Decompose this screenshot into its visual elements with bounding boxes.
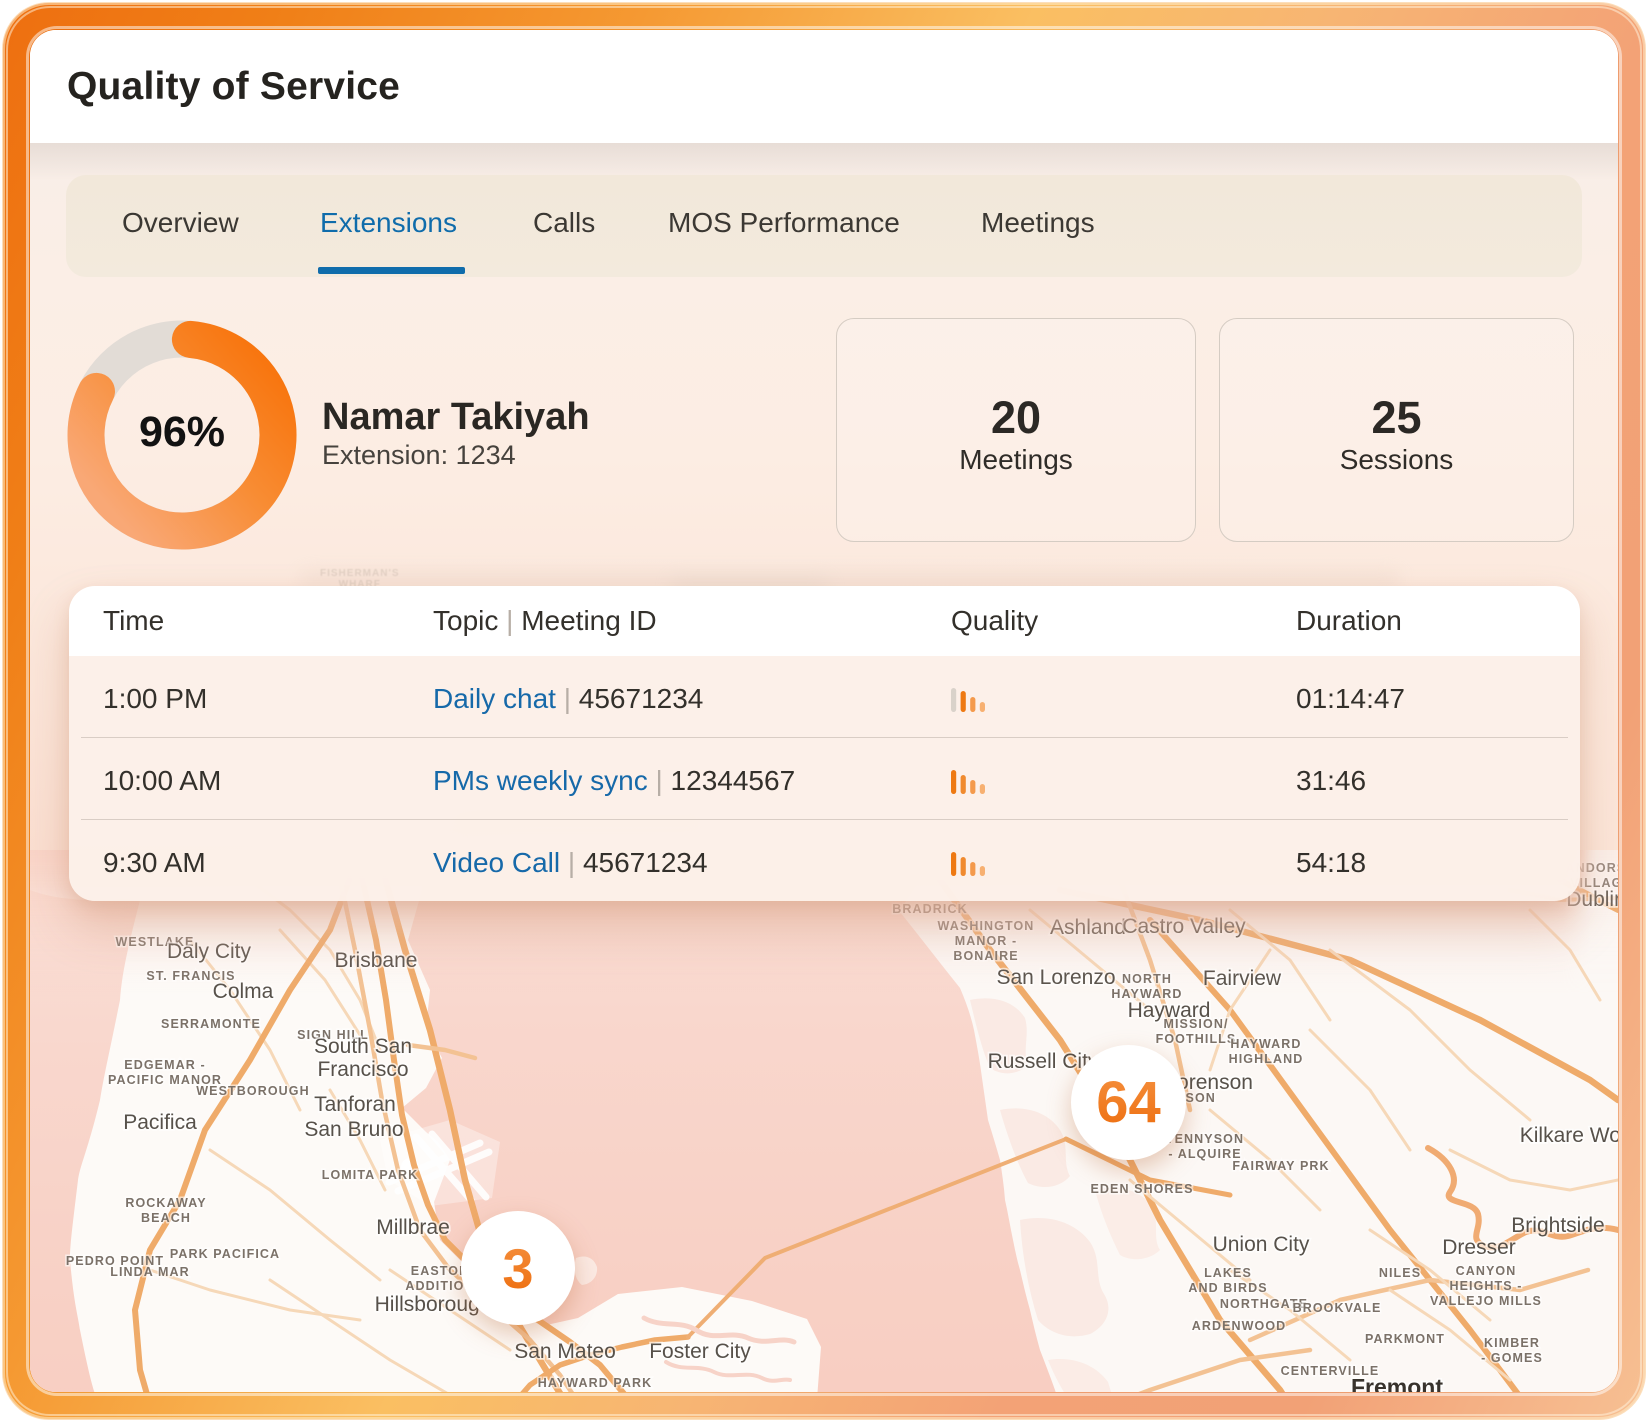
svg-text:FAIRWAY PRK: FAIRWAY PRK: [1232, 1159, 1329, 1173]
svg-text:EDGEMAR -: EDGEMAR -: [124, 1058, 205, 1072]
svg-text:Brightside: Brightside: [1511, 1214, 1604, 1237]
svg-text:NILES: NILES: [1379, 1266, 1421, 1280]
svg-text:ROCKAWAY: ROCKAWAY: [125, 1196, 206, 1210]
svg-text:Pacifica: Pacifica: [123, 1111, 197, 1134]
svg-text:TENNYSON: TENNYSON: [1166, 1132, 1244, 1146]
svg-text:WASHINGTON: WASHINGTON: [938, 919, 1035, 933]
svg-text:PARKMONT: PARKMONT: [1365, 1332, 1445, 1346]
svg-text:Fremont: Fremont: [1351, 1374, 1443, 1392]
svg-text:ARDENWOOD: ARDENWOOD: [1192, 1319, 1287, 1333]
svg-text:Kilkare Wood: Kilkare Wood: [1520, 1124, 1618, 1147]
svg-text:HAYWARD PARK: HAYWARD PARK: [538, 1376, 653, 1390]
svg-text:PARK PACIFICA: PARK PACIFICA: [170, 1247, 280, 1261]
svg-text:CANYON: CANYON: [1456, 1264, 1517, 1278]
svg-text:LOMITA PARK: LOMITA PARK: [322, 1168, 419, 1182]
svg-text:BONAIRE: BONAIRE: [953, 949, 1018, 963]
svg-text:BRADRICK: BRADRICK: [892, 902, 967, 916]
svg-text:MANOR -: MANOR -: [955, 934, 1018, 948]
svg-text:MISSION/: MISSION/: [1163, 1017, 1228, 1031]
svg-text:BROOKVALE: BROOKVALE: [1293, 1301, 1382, 1315]
svg-text:Tanforan: Tanforan: [314, 1093, 396, 1116]
svg-text:Millbrae: Millbrae: [376, 1216, 450, 1239]
svg-text:HAYWARD: HAYWARD: [1230, 1037, 1301, 1051]
svg-text:Francisco: Francisco: [317, 1058, 408, 1081]
svg-text:- ALQUIRE: - ALQUIRE: [1168, 1147, 1241, 1161]
svg-text:Foster City: Foster City: [649, 1340, 751, 1363]
svg-text:AND BIRDS: AND BIRDS: [1188, 1281, 1267, 1295]
svg-text:WESTBOROUGH: WESTBOROUGH: [196, 1084, 310, 1098]
svg-text:HIGHLAND: HIGHLAND: [1229, 1052, 1304, 1066]
svg-text:SERRAMONTE: SERRAMONTE: [161, 1017, 261, 1031]
svg-text:LAKES: LAKES: [1204, 1266, 1252, 1280]
svg-text:South San: South San: [314, 1035, 412, 1058]
svg-text:Fairview: Fairview: [1203, 967, 1282, 990]
svg-text:San Mateo: San Mateo: [514, 1340, 616, 1363]
svg-text:BEACH: BEACH: [141, 1211, 191, 1225]
svg-text:FOOTHILLS: FOOTHILLS: [1156, 1032, 1237, 1046]
svg-text:Daly City: Daly City: [167, 940, 252, 963]
svg-text:Ashland: Ashland: [1050, 916, 1126, 939]
svg-text:San Lorenzo: San Lorenzo: [996, 966, 1115, 989]
svg-text:Dresser: Dresser: [1442, 1236, 1516, 1259]
svg-text:Castro Valley: Castro Valley: [1122, 915, 1246, 938]
svg-text:LINDA MAR: LINDA MAR: [110, 1265, 190, 1279]
svg-text:Brisbane: Brisbane: [335, 949, 418, 972]
svg-text:VALLEJO MILLS: VALLEJO MILLS: [1430, 1294, 1542, 1308]
svg-text:Union City: Union City: [1213, 1233, 1310, 1256]
svg-text:KIMBER: KIMBER: [1484, 1336, 1540, 1350]
svg-text:San Bruno: San Bruno: [304, 1118, 403, 1141]
svg-text:NORTH: NORTH: [1122, 972, 1172, 986]
svg-text:EDEN SHORES: EDEN SHORES: [1090, 1182, 1193, 1196]
svg-text:Colma: Colma: [213, 980, 274, 1003]
svg-text:- GOMES: - GOMES: [1481, 1351, 1543, 1365]
svg-text:HEIGHTS -: HEIGHTS -: [1449, 1279, 1522, 1293]
